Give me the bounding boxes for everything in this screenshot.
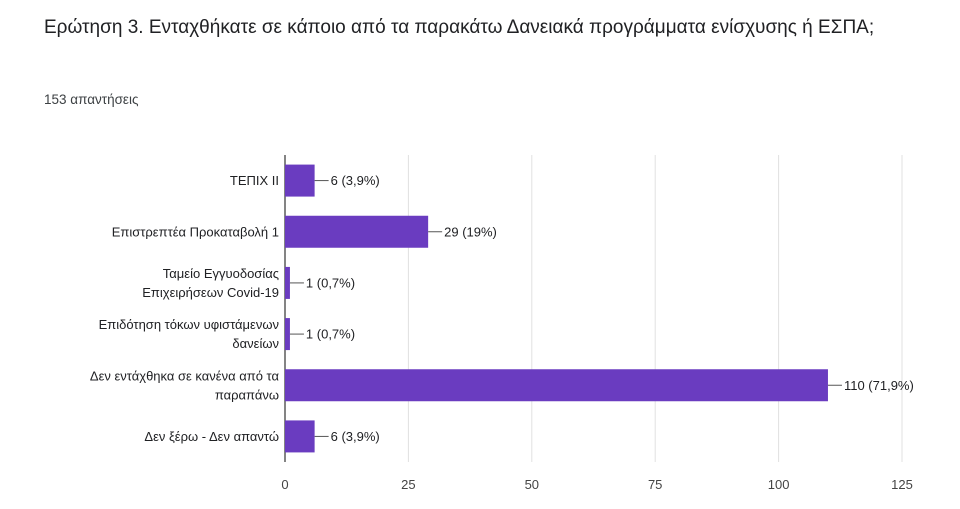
category-label: Δεν εντάχθηκα σε κανένα από τα [90, 368, 280, 383]
x-tick-label: 50 [525, 477, 539, 492]
category-label: ΤΕΠΙΧ ΙΙ [230, 173, 279, 188]
bar [285, 266, 290, 299]
data-label: 110 (71,9%) [844, 378, 914, 393]
x-tick-label: 0 [281, 477, 288, 492]
data-label: 29 (19%) [444, 224, 497, 239]
bars: 6 (3,9%) 29 (19%) 1 (0,7%) 1 (0,7%) 110 (71,… [285, 164, 914, 453]
x-tick-label: 25 [401, 477, 415, 492]
category-label: Επιδότηση τόκων υφιστάμενων [99, 317, 279, 332]
data-label: 1 (0,7%) [306, 327, 355, 342]
category-label: Ταμείο Εγγυοδοσίας [163, 266, 279, 281]
grid-lines [284, 155, 903, 462]
bar [285, 420, 315, 453]
x-tick-label: 125 [891, 477, 913, 492]
category-label: Δεν ξέρω - Δεν απαντώ [144, 429, 279, 444]
category-label: Επιστρεπτέα Προκαταβολή 1 [112, 224, 279, 239]
x-axis-ticks: 0 25 50 75 100 125 [281, 477, 912, 492]
data-label: 6 (3,9%) [331, 429, 380, 444]
data-label: 6 (3,9%) [331, 173, 380, 188]
category-label: δανείων [232, 336, 279, 351]
bar [285, 318, 290, 351]
bar [285, 215, 429, 248]
category-label: παραπάνω [215, 387, 279, 402]
question-title: Ερώτηση 3. Ενταχθήκατε σε κάποιο από τα … [44, 17, 875, 38]
bar [285, 164, 315, 197]
response-count: 153 απαντήσεις [44, 92, 139, 107]
x-tick-label: 75 [648, 477, 662, 492]
data-label: 1 (0,7%) [306, 275, 355, 290]
bar [285, 369, 828, 402]
category-label: Επιχειρήσεων Covid-19 [142, 285, 279, 300]
x-tick-label: 100 [768, 477, 790, 492]
category-labels: ΤΕΠΙΧ ΙΙ Επιστρεπτέα Προκαταβολή 1 Ταμείο … [90, 173, 280, 444]
